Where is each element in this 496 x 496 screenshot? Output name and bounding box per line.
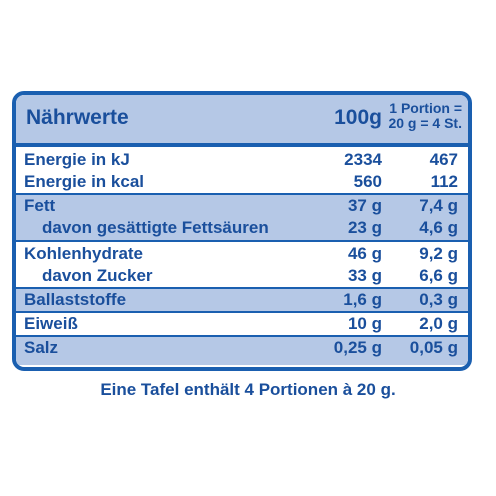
row-label: Kohlenhydrate xyxy=(24,244,144,263)
row-label: Ballaststoffe xyxy=(24,290,127,309)
group-energy: Energie in kJ 2334 467 Energie in kcal 5… xyxy=(16,147,468,193)
row-value-portion: 0,3 g xyxy=(419,290,458,309)
table-row-fibre: Ballaststoffe 1,6 g 0,3 g xyxy=(16,289,468,311)
portion-header-line-1: 1 Portion = xyxy=(389,100,462,116)
row-value-100g: 23 g xyxy=(347,218,382,237)
table-row-energy-kcal: Energie in kcal 560 112 xyxy=(16,171,468,193)
table-header: Nährwerte 100g 1 Portion = 20 g = 4 St. xyxy=(16,95,468,147)
row-value-100g: 0,25 g xyxy=(333,338,382,357)
row-value-portion: 6,6 g xyxy=(419,266,458,285)
row-label: Fett xyxy=(24,196,56,215)
row-value-portion: 4,6 g xyxy=(419,218,458,237)
table-row-sugar: davon Zucker 33 g 6,6 g xyxy=(16,265,468,287)
row-value-100g: 1,6 g xyxy=(343,290,382,309)
row-value-100g: 37 g xyxy=(347,196,382,215)
table-row-carbohydrates: Kohlenhydrate 46 g 9,2 g xyxy=(16,243,468,265)
row-value-100g: 10 g xyxy=(347,314,382,333)
row-label: davon Zucker xyxy=(42,266,153,285)
row-value-portion: 467 xyxy=(429,150,458,169)
group-salt: Salz 0,25 g 0,05 g xyxy=(16,335,468,365)
table-row-fat: Fett 37 g 7,4 g xyxy=(16,195,468,217)
row-value-portion: 2,0 g xyxy=(419,314,458,333)
row-value-portion: 0,05 g xyxy=(409,338,458,357)
row-value-100g: 2334 xyxy=(344,150,382,169)
row-label: Eiweiß xyxy=(24,314,78,333)
group-protein: Eiweiß 10 g 2,0 g xyxy=(16,311,468,335)
row-value-100g: 33 g xyxy=(347,266,382,285)
row-label: Energie in kcal xyxy=(24,172,144,191)
row-value-100g: 560 xyxy=(353,172,382,191)
row-value-100g: 46 g xyxy=(347,244,382,263)
nutrition-table: Nährwerte 100g 1 Portion = 20 g = 4 St. … xyxy=(12,91,472,371)
group-carbohydrates: Kohlenhydrate 46 g 9,2 g davon Zucker 33… xyxy=(16,240,468,287)
table-row-saturated-fat: davon gesättigte Fettsäuren 23 g 4,6 g xyxy=(16,217,468,239)
portion-header-line-2: 20 g = 4 St. xyxy=(388,115,462,131)
row-label: davon gesättigte Fettsäuren xyxy=(42,218,269,237)
row-label: Energie in kJ xyxy=(24,150,130,169)
row-value-portion: 9,2 g xyxy=(419,244,458,263)
row-value-portion: 7,4 g xyxy=(419,196,458,215)
group-fat: Fett 37 g 7,4 g davon gesättigte Fettsäu… xyxy=(16,193,468,240)
table-row-energy-kj: Energie in kJ 2334 467 xyxy=(16,149,468,171)
table-title: Nährwerte xyxy=(26,106,129,129)
row-label: Salz xyxy=(24,338,59,357)
row-value-portion: 112 xyxy=(430,172,458,191)
column-header-portion: 1 Portion = 20 g = 4 St. xyxy=(388,101,462,131)
table-row-protein: Eiweiß 10 g 2,0 g xyxy=(16,313,468,335)
column-header-100g: 100g xyxy=(334,106,382,129)
table-body: Energie in kJ 2334 467 Energie in kcal 5… xyxy=(16,147,468,365)
table-row-salt: Salz 0,25 g 0,05 g xyxy=(16,337,468,359)
portion-note: Eine Tafel enthält 4 Portionen à 20 g. xyxy=(100,380,396,399)
group-fibre: Ballaststoffe 1,6 g 0,3 g xyxy=(16,287,468,311)
